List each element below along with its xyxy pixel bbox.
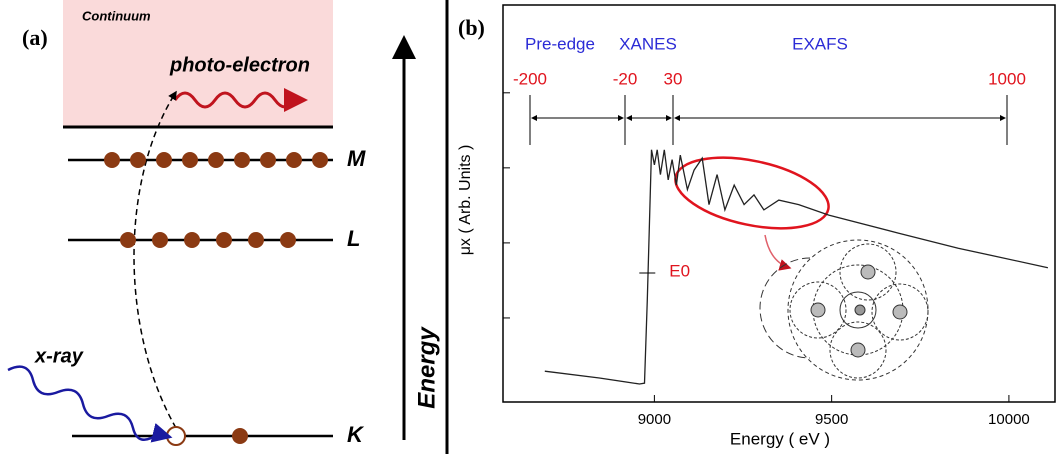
energy-label: Energy <box>413 326 440 409</box>
exafs-highlight <box>674 156 830 230</box>
excitation-path <box>133 90 177 429</box>
panel-b: Energy ( eV ) μx ( Arb. Units ) 9000 9500… <box>457 4 1056 448</box>
level-label: L <box>347 226 360 251</box>
x-tick-label: 9500 <box>815 411 848 428</box>
edge-offset-label: 1000 <box>988 69 1026 88</box>
panel-label: (a) <box>22 25 48 50</box>
atom-cluster <box>759 239 929 381</box>
panel-label: (b) <box>458 15 485 40</box>
x-ray-wave <box>7 365 173 443</box>
region-label: Pre-edge <box>525 34 595 53</box>
x-axis-label: Energy ( eV ) <box>730 429 830 448</box>
plot-frame <box>502 4 1056 403</box>
photo-electron-label: photo-electron <box>169 54 310 76</box>
spectrum-line <box>544 149 1049 385</box>
edge-label: E0 <box>669 261 690 280</box>
edge-offset-label: -200 <box>513 69 547 88</box>
k-electron <box>232 428 248 444</box>
highlight-arrow <box>764 234 792 271</box>
level-label: M <box>347 146 366 171</box>
m-electrons <box>104 152 328 168</box>
x-tick-label: 9000 <box>638 411 671 428</box>
x-ray-label: x-ray <box>34 345 84 367</box>
edge-offset-label: 30 <box>664 69 683 88</box>
l-electrons <box>120 232 296 248</box>
photo-electron-wave <box>173 88 308 112</box>
x-tick-label: 10000 <box>988 411 1030 428</box>
edge-offset-label: -20 <box>613 69 638 88</box>
y-axis-label: μx ( Arb. Units ) <box>457 145 474 256</box>
region-label: EXAFS <box>792 34 848 53</box>
region-label: XANES <box>619 34 677 53</box>
level-label: K <box>347 422 365 447</box>
continuum-label: Continuum <box>82 8 151 23</box>
panel-a: Continuum (a) photo-electron M L K x-ray… <box>7 0 440 447</box>
